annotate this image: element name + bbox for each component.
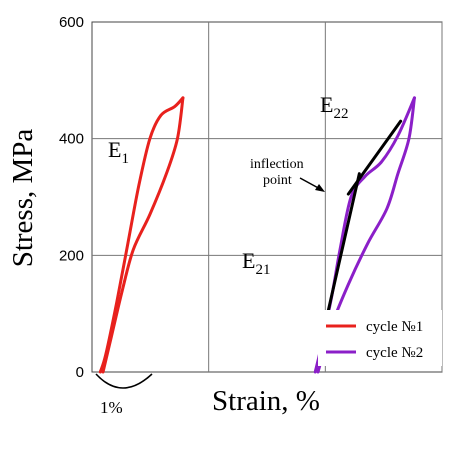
legend-entry-1: cycle №1 — [366, 319, 423, 335]
series-1-loading-line — [98, 96, 185, 374]
inflection-arrowhead — [315, 184, 325, 192]
legend: cycle №1 cycle №2 — [318, 310, 442, 366]
series-1-unloading-line — [101, 96, 185, 374]
legend-entry-2: cycle №2 — [366, 345, 423, 361]
label-e1: E1 — [108, 137, 129, 167]
y-tick-label: 400 — [59, 131, 84, 148]
scale-bar-label: 1% — [100, 398, 123, 417]
label-e22: E22 — [320, 92, 348, 122]
y-tick-label: 200 — [59, 247, 84, 264]
scale-bracket — [95, 373, 153, 389]
label-e21: E21 — [242, 248, 270, 278]
y-axis-label: Stress, MPa — [7, 129, 39, 268]
y-axis-ticks: 0 200 400 600 — [59, 14, 84, 381]
tangent-line-2 — [346, 119, 403, 196]
legend-box — [318, 310, 442, 366]
inflection-label-line2: point — [263, 173, 292, 188]
y-tick-label: 600 — [59, 14, 84, 31]
y-tick-label: 0 — [76, 364, 84, 381]
inflection-label-line1: inflection — [250, 157, 304, 172]
x-axis-label: Strain, % — [212, 385, 320, 417]
